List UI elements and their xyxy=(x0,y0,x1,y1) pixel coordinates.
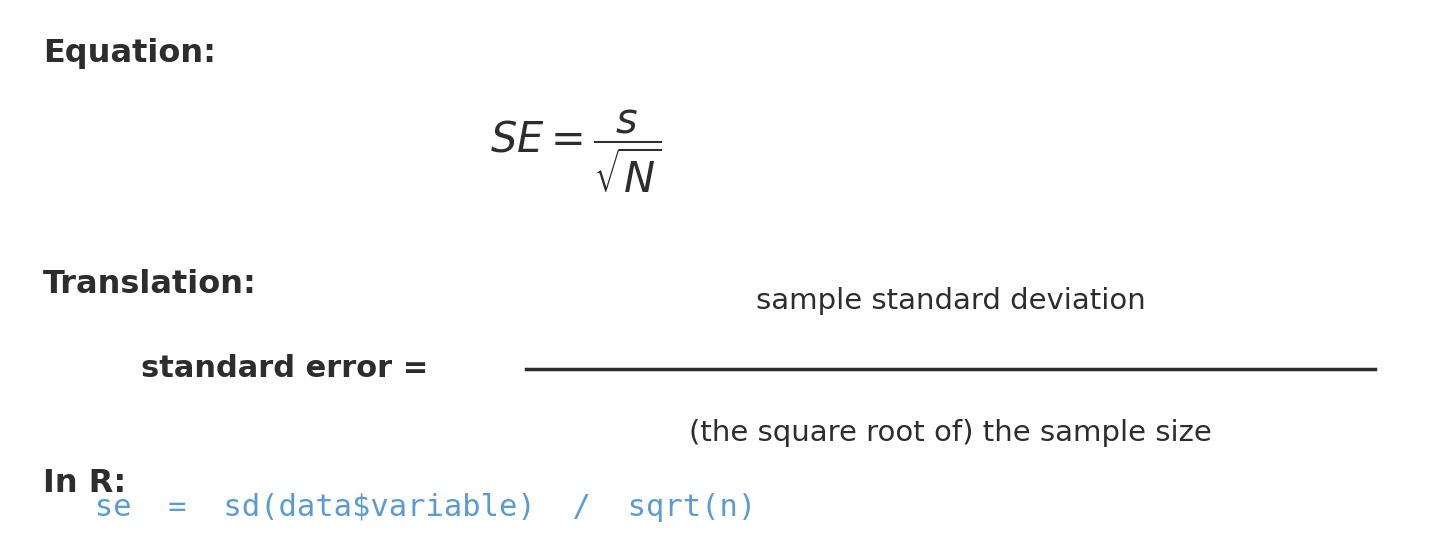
Text: Equation:: Equation: xyxy=(43,38,216,69)
Text: sample standard deviation: sample standard deviation xyxy=(756,287,1145,315)
Text: (the square root of) the sample size: (the square root of) the sample size xyxy=(688,419,1212,447)
Text: se  =  sd(data$variable)  /  sqrt(n): se = sd(data$variable) / sqrt(n) xyxy=(58,493,756,522)
Text: In R:: In R: xyxy=(43,468,127,499)
Text: standard error =: standard error = xyxy=(141,354,439,383)
Text: $SE = \dfrac{s}{\sqrt{N}}$: $SE = \dfrac{s}{\sqrt{N}}$ xyxy=(490,107,662,195)
Text: Translation:: Translation: xyxy=(43,269,258,300)
